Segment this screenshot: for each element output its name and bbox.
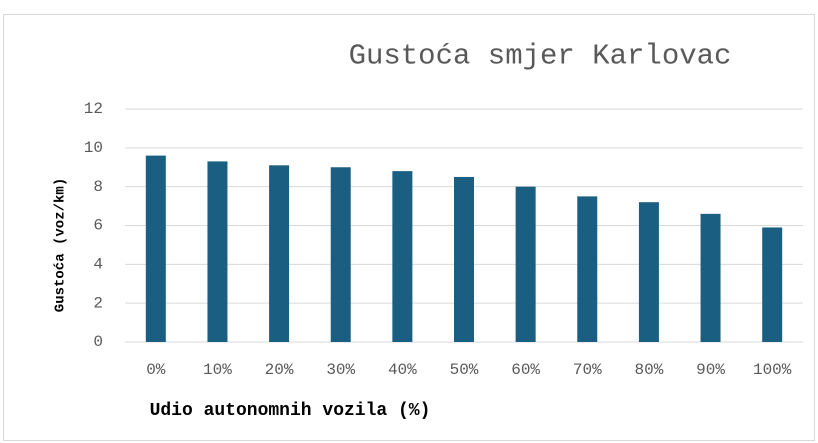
- bar: [454, 176, 474, 342]
- bar: [330, 167, 351, 342]
- bar: [762, 227, 783, 342]
- bar: [269, 165, 290, 342]
- bar: [392, 171, 413, 342]
- x-tick-label: 0%: [146, 361, 166, 379]
- x-tick-label: 30%: [326, 361, 355, 379]
- y-tick-label: 12: [84, 100, 103, 118]
- bar: [700, 213, 721, 342]
- chart-title: Gustoća smjer Karlovac: [349, 40, 732, 73]
- bar: [577, 196, 598, 342]
- x-tick-label: 100%: [753, 361, 792, 379]
- y-tick-label: 6: [93, 217, 103, 235]
- x-tick-label: 70%: [573, 361, 602, 379]
- x-tick-label: 60%: [511, 361, 540, 379]
- y-tick-label: 8: [93, 178, 103, 196]
- bar: [638, 202, 659, 342]
- bar: [515, 186, 536, 342]
- y-tick-label: 4: [93, 256, 103, 274]
- x-tick-label: 20%: [265, 361, 294, 379]
- x-tick-label: 80%: [635, 361, 664, 379]
- x-tick-label: 50%: [450, 361, 479, 379]
- y-axis-title: Gustoća (voz/km): [53, 178, 69, 312]
- y-tick-label: 10: [84, 139, 103, 157]
- y-tick-label: 0: [93, 333, 103, 351]
- bar: [145, 155, 166, 342]
- x-axis-title: Udio autonomnih vozila (%): [150, 401, 431, 421]
- x-tick-label: 10%: [203, 361, 232, 379]
- x-tick-label: 90%: [696, 361, 725, 379]
- bar: [207, 161, 228, 342]
- y-tick-label: 2: [93, 294, 103, 312]
- x-tick-label: 40%: [388, 361, 417, 379]
